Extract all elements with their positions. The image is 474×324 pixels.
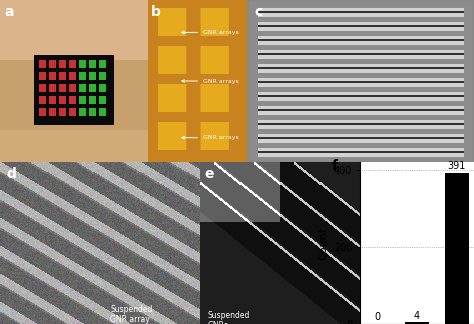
Text: 391: 391 xyxy=(447,161,466,171)
Text: GNR arrays: GNR arrays xyxy=(182,78,239,84)
Text: GNR arrays: GNR arrays xyxy=(182,30,239,35)
Bar xyxy=(445,173,469,324)
Text: b: b xyxy=(151,5,161,19)
Text: Suspended
GNR array: Suspended GNR array xyxy=(110,305,152,324)
Text: a: a xyxy=(4,5,14,19)
Text: Suspended
GNRs: Suspended GNRs xyxy=(208,311,250,324)
Text: f: f xyxy=(331,159,337,173)
Text: 4: 4 xyxy=(414,310,420,320)
Text: c: c xyxy=(255,5,263,19)
Text: d: d xyxy=(6,167,16,181)
Text: 0: 0 xyxy=(374,312,380,322)
Bar xyxy=(405,322,429,324)
Y-axis label: Count: Count xyxy=(319,226,328,260)
Text: GNR arrays: GNR arrays xyxy=(182,135,239,140)
Text: e: e xyxy=(205,167,214,181)
